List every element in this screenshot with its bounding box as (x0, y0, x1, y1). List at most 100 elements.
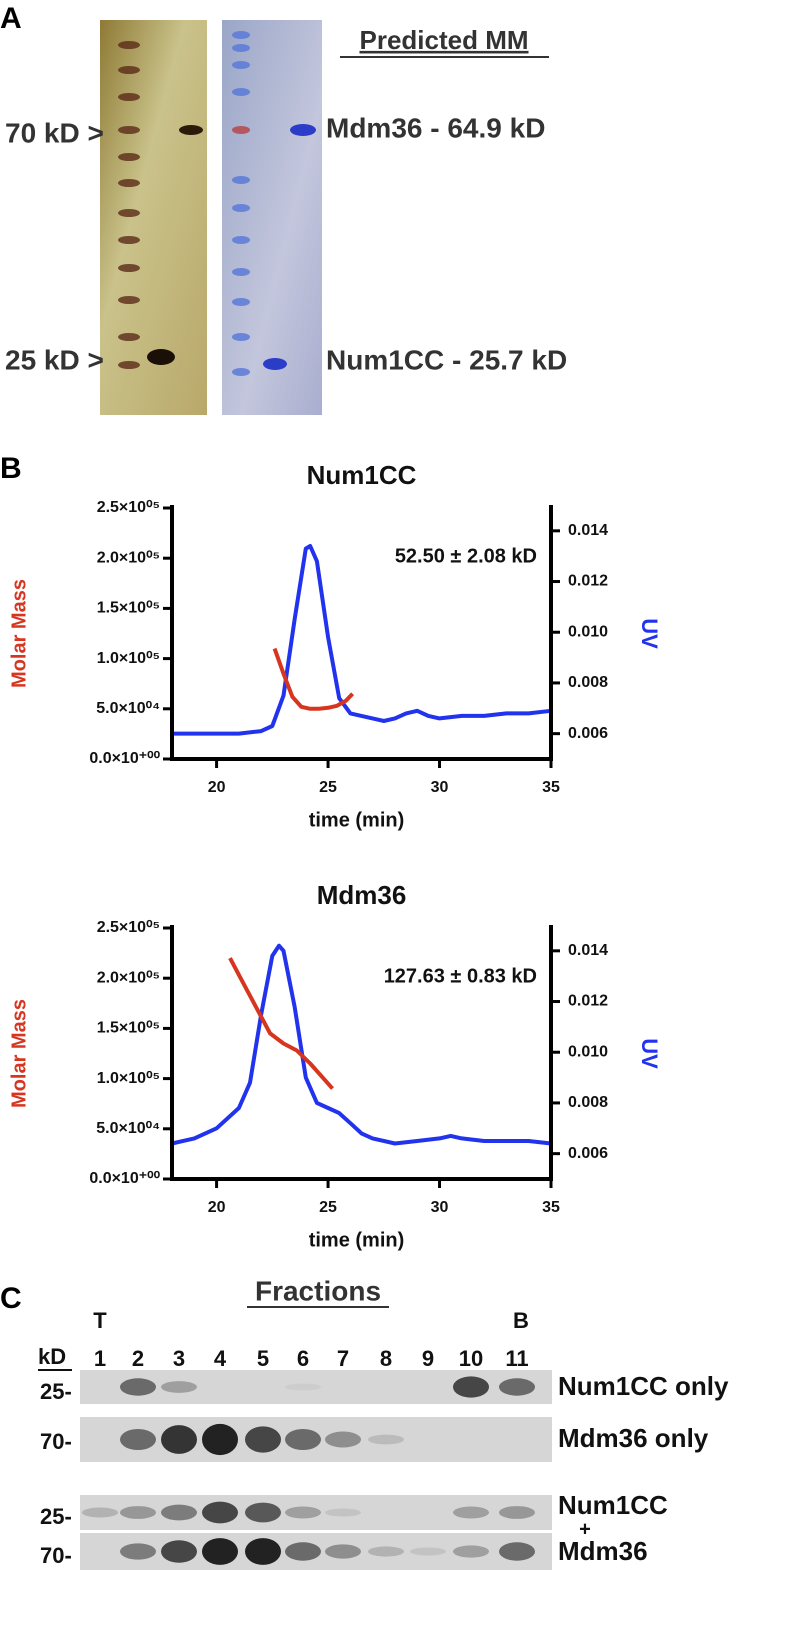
y-tick-label: 2.0×10⁰⁵ (97, 969, 160, 986)
y-axis-label: Molar Mass (8, 579, 30, 688)
chart-title: Mdm36 (317, 880, 407, 910)
coomassie-gel (222, 20, 322, 415)
gel-band (285, 1383, 321, 1391)
ladder-band (118, 236, 140, 244)
x-tick-label: 20 (208, 779, 226, 796)
ladder-band (232, 44, 250, 52)
gel-band (202, 1501, 238, 1524)
gel-band (410, 1547, 446, 1556)
ladder-band (118, 333, 140, 341)
lane-label: 3 (173, 1346, 185, 1371)
gel-band (161, 1381, 197, 1393)
ladder-band (232, 31, 250, 39)
gel-band (161, 1540, 197, 1563)
y-tick-label: 0.0×10⁺⁰⁰ (89, 750, 160, 767)
row-label: + (579, 1518, 591, 1540)
lane-label: 5 (257, 1346, 269, 1371)
series-line (172, 544, 552, 736)
protein-label: Mdm36 - 64.9 kD (326, 112, 545, 143)
x-tick-label: 25 (319, 1199, 337, 1216)
panel-label: B (0, 452, 22, 485)
y-tick-label: 5.0×10⁰⁴ (96, 700, 160, 717)
lane-label: 2 (132, 1346, 144, 1371)
y-axis-label: Molar Mass (8, 999, 30, 1108)
gel-band (453, 1545, 489, 1558)
ladder-band (232, 61, 250, 69)
lane-label: 8 (380, 1346, 392, 1371)
ladder-band (232, 204, 250, 212)
y-tick-label: 0.0×10⁺⁰⁰ (89, 1170, 160, 1187)
x-axis-label: time (min) (309, 1229, 405, 1251)
lane-label: 4 (214, 1346, 227, 1371)
y2-tick-label: 0.012 (568, 993, 608, 1010)
gel-band (453, 1506, 489, 1519)
marker-label: 25- (40, 1504, 72, 1529)
y-tick-label: 1.5×10⁰⁵ (97, 600, 160, 617)
ladder-band (232, 88, 250, 96)
panel-label: C (0, 1282, 22, 1315)
ladder-band (232, 236, 250, 244)
chart-title: Num1CC (307, 460, 417, 490)
y-tick-label: 1.0×10⁰⁵ (97, 650, 160, 667)
gel-band (120, 1506, 156, 1519)
lane-label: 9 (422, 1346, 434, 1371)
lane-label: 7 (337, 1346, 349, 1371)
x-tick-label: 30 (431, 1199, 449, 1216)
gel-band (499, 1542, 535, 1561)
series-line (228, 957, 334, 1090)
heading: Predicted MM (359, 25, 528, 55)
y-tick-label: 5.0×10⁰⁴ (96, 1120, 160, 1137)
gel-band (325, 1508, 361, 1517)
marker-label: 70 kD > (5, 117, 104, 148)
y-tick-label: 1.5×10⁰⁵ (97, 1020, 160, 1037)
y-tick-label: 1.0×10⁰⁵ (97, 1070, 160, 1087)
gel-band (368, 1434, 404, 1445)
gel-band (263, 358, 287, 370)
panel-label: A (0, 2, 22, 35)
gel-band (179, 125, 203, 135)
series-line (171, 943, 552, 1146)
row-label: Num1CC only (558, 1371, 729, 1401)
annotation: 52.50 ± 2.08 kD (395, 545, 537, 567)
y2-tick-label: 0.008 (568, 674, 608, 691)
lane-label: 10 (459, 1346, 483, 1371)
charts: B Num1CC 52.50 ± 2.08 kD time (min) Molar Ma… (0, 452, 662, 1251)
ladder-band (232, 298, 250, 306)
y2-tick-label: 0.012 (568, 573, 608, 590)
gel-band (82, 1507, 118, 1518)
ladder-band (118, 179, 140, 187)
ladder-band (118, 93, 140, 101)
gel-band (453, 1376, 489, 1398)
ladder-band (232, 176, 250, 184)
gel-band (285, 1506, 321, 1519)
gel-band (202, 1538, 238, 1565)
x-axis-label: time (min) (309, 809, 405, 831)
gel-band (325, 1544, 361, 1559)
gel-band (245, 1538, 281, 1565)
gel-band (325, 1431, 361, 1448)
gel-band (245, 1426, 281, 1453)
lane-label: 6 (297, 1346, 309, 1371)
y-tick-label: 2.5×10⁰⁵ (97, 499, 160, 516)
gel-band (161, 1504, 197, 1521)
ladder-band (118, 296, 140, 304)
gel-band (499, 1378, 535, 1396)
y2-tick-label: 0.008 (568, 1094, 608, 1111)
gel-band (147, 349, 175, 365)
ladder-band (232, 368, 250, 376)
ladder-band (232, 268, 250, 276)
protein-label: Num1CC - 25.7 kD (326, 344, 567, 375)
gel-band (499, 1506, 535, 1519)
ladder-band (232, 333, 250, 341)
silver-gel (100, 20, 207, 415)
row-label: Num1CC (558, 1490, 668, 1520)
x-tick-label: 25 (319, 779, 337, 796)
lane-label: 11 (505, 1346, 528, 1371)
gel-band (202, 1423, 238, 1456)
x-tick-label: 30 (431, 779, 449, 796)
ladder-band (118, 41, 140, 49)
ladder-band (232, 126, 250, 134)
x-tick-label: 35 (542, 1199, 560, 1216)
row-label: Mdm36 (558, 1536, 648, 1566)
